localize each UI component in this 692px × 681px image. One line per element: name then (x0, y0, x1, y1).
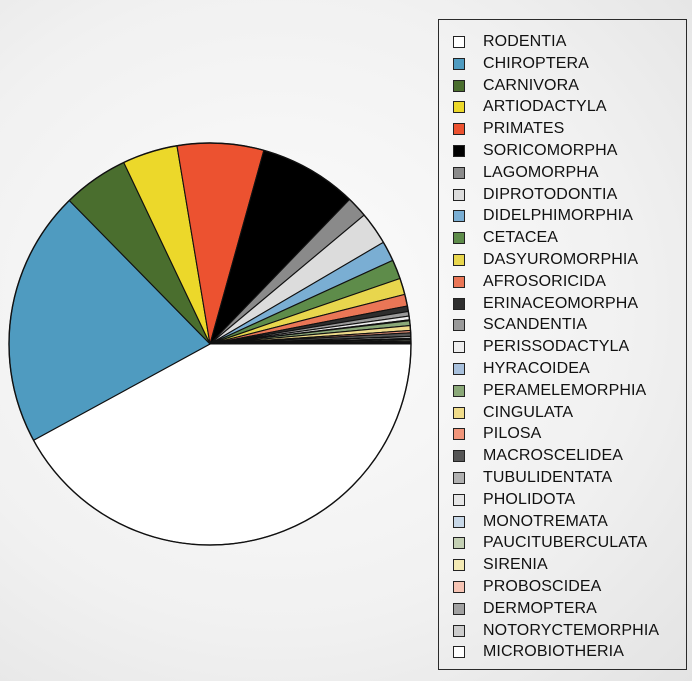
legend-item-artiodactyla: ARTIODACTYLA (453, 97, 607, 117)
legend-item-chiroptera: CHIROPTERA (453, 54, 589, 74)
legend-label: SORICOMORPHA (483, 142, 618, 159)
legend-swatch (453, 297, 465, 310)
legend-item-rodentia: RODENTIA (453, 32, 566, 52)
legend-label: SIRENIA (483, 556, 548, 574)
legend-label: PERAMELEMORPHIA (483, 381, 647, 399)
legend-label: DERMOPTERA (483, 599, 597, 617)
legend-item-lagomorpha: LAGOMORPHA (453, 163, 599, 183)
legend-swatch (453, 493, 465, 506)
legend-swatch (453, 232, 465, 245)
legend-swatch (453, 123, 465, 136)
legend-item-monotremata: MONOTREMATA (453, 512, 608, 532)
legend-label: PHOLIDOTA (483, 490, 576, 508)
legend-label: AFROSORICIDA (483, 272, 606, 290)
legend-label: PRIMATES (483, 120, 565, 138)
legend-swatch (453, 515, 465, 528)
legend-label: DASYUROMORPHIA (483, 251, 639, 268)
legend-label: CETACEA (483, 229, 559, 247)
legend-label: LAGOMORPHA (483, 163, 599, 181)
legend-swatch (453, 319, 465, 332)
legend-item-cetacea: CETACEA (453, 228, 558, 248)
legend-label: MICROBIOTHERIA (483, 643, 624, 661)
legend-swatch (453, 406, 465, 419)
legend-item-hyracoidea: HYRACOIDEA (453, 359, 590, 379)
legend-label: HYRACOIDEA (483, 360, 590, 377)
legend-label: CARNIVORA (483, 76, 580, 94)
legend-swatch (453, 450, 465, 463)
legend-swatch (453, 36, 465, 48)
legend-label: PROBOSCIDEA (483, 578, 602, 595)
legend-item-diprotodontia: DIPROTODONTIA (453, 185, 617, 205)
legend-swatch (453, 624, 465, 637)
legend-swatch (453, 254, 465, 266)
legend-item-primates: PRIMATES (453, 119, 564, 139)
legend-swatch (453, 275, 465, 288)
legend-item-pilosa: PILOSA (453, 424, 541, 444)
legend: RODENTIA CHIROPTERA CARNIVORA ARTIODACTYLA P… (438, 19, 687, 670)
legend-item-dermoptera: DERMOPTERA (453, 599, 597, 619)
legend-swatch (453, 472, 465, 484)
legend-label: PAUCITUBERCULATA (483, 534, 648, 552)
legend-label: ERINACEOMORPHA (483, 294, 639, 312)
legend-swatch (453, 537, 465, 550)
legend-swatch (453, 363, 465, 375)
legend-swatch (453, 341, 465, 354)
legend-item-peramelemorphia: PERAMELEMORPHIA (453, 381, 646, 401)
legend-item-carnivora: CARNIVORA (453, 76, 579, 96)
legend-label: CINGULATA (483, 403, 574, 421)
legend-label: SCANDENTIA (483, 316, 588, 334)
legend-label: NOTORYCTEMORPHIA (483, 621, 660, 639)
legend-item-sirenia: SIRENIA (453, 555, 548, 575)
legend-label: TUBULIDENTATA (483, 469, 613, 486)
pie-outline (8, 142, 412, 546)
legend-item-perissodactyla: PERISSODACTYLA (453, 337, 629, 357)
legend-swatch (453, 101, 465, 114)
legend-item-erinaceomorpha: ERINACEOMORPHA (453, 294, 638, 314)
legend-item-pholidota: PHOLIDOTA (453, 490, 575, 510)
legend-item-notoryctemorphia: NOTORYCTEMORPHIA (453, 621, 659, 641)
legend-item-didelphimorphia: DIDELPHIMORPHIA (453, 206, 633, 226)
legend-swatch (453, 210, 465, 223)
legend-label: PILOSA (483, 425, 542, 443)
legend-swatch (453, 559, 465, 572)
legend-swatch (453, 428, 465, 441)
legend-item-proboscidea: PROBOSCIDEA (453, 577, 601, 597)
legend-swatch (453, 79, 465, 92)
legend-item-cingulata: CINGULATA (453, 403, 573, 423)
legend-swatch (453, 145, 465, 157)
legend-label: RODENTIA (483, 33, 567, 50)
legend-item-afrosoricida: AFROSORICIDA (453, 272, 606, 292)
legend-swatch (453, 646, 465, 659)
legend-item-tubulidentata: TUBULIDENTATA (453, 468, 612, 488)
legend-swatch (453, 188, 465, 201)
legend-item-paucituberculata: PAUCITUBERCULATA (453, 533, 647, 553)
legend-label: ARTIODACTYLA (483, 98, 607, 116)
legend-swatch (453, 57, 465, 70)
legend-label: MACROSCELIDEA (483, 447, 623, 465)
legend-label: MONOTREMATA (483, 512, 608, 530)
legend-item-macroscelidea: MACROSCELIDEA (453, 446, 623, 466)
legend-item-microbiotheria: MICROBIOTHERIA (453, 642, 624, 662)
legend-label: DIPROTODONTIA (483, 185, 618, 203)
legend-item-soricomorpha: SORICOMORPHA (453, 141, 618, 161)
legend-label: PERISSODACTYLA (483, 338, 630, 356)
legend-label: DIDELPHIMORPHIA (483, 207, 633, 225)
legend-item-dasyuromorphia: DASYUROMORPHIA (453, 250, 638, 270)
legend-swatch (453, 166, 465, 179)
legend-label: CHIROPTERA (483, 54, 589, 72)
legend-item-scandentia: SCANDENTIA (453, 315, 587, 335)
legend-swatch (453, 384, 465, 397)
legend-swatch (453, 602, 465, 615)
legend-swatch (453, 581, 465, 593)
